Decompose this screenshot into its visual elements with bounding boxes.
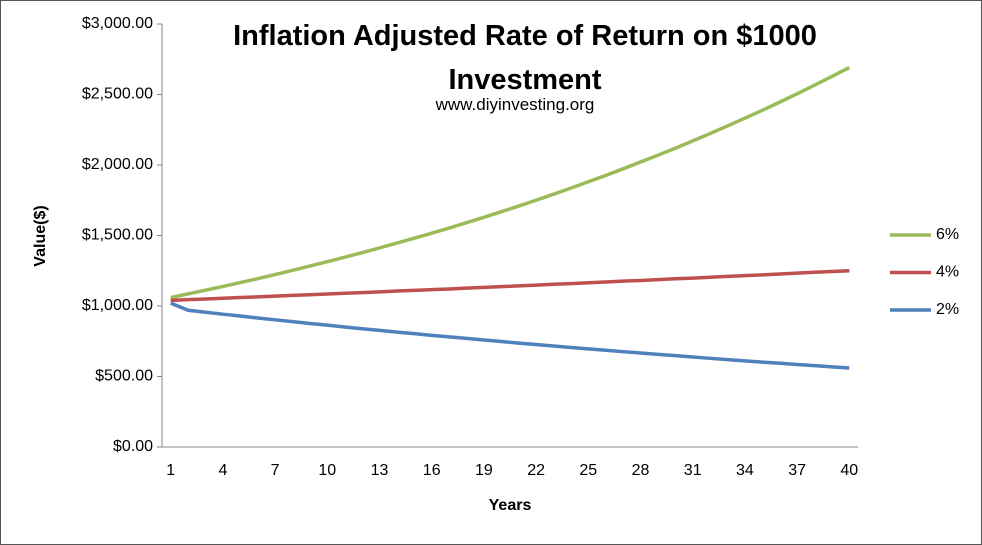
x-axis-label: Years (489, 497, 532, 514)
y-tick-label: $1,000.00 (82, 297, 153, 314)
x-tick-label: 4 (218, 462, 227, 479)
x-tick-label: 10 (318, 462, 336, 479)
legend-label: 4% (936, 264, 959, 281)
y-tick-label: $3,000.00 (82, 15, 153, 32)
y-tick-label: $500.00 (95, 368, 153, 385)
x-tick-label: 28 (632, 462, 650, 479)
chart-subtitle: www.diyinvesting.org (435, 95, 595, 114)
x-tick-label: 40 (840, 462, 858, 479)
y-tick-label: $0.00 (113, 438, 153, 455)
x-tick-label: 16 (423, 462, 441, 479)
x-tick-label: 31 (684, 462, 702, 479)
chart-title: Inflation Adjusted Rate of Return on $10… (233, 20, 817, 96)
y-tick-label: $2,500.00 (82, 86, 153, 103)
data-line (170, 66, 851, 300)
legend-label: 6% (936, 226, 959, 243)
x-tick-label: 34 (736, 462, 754, 479)
x-tick-label: 1 (166, 462, 175, 479)
y-tick-label: $2,000.00 (82, 156, 153, 173)
x-tick-label: 19 (475, 462, 493, 479)
x-tick-label: 22 (527, 462, 545, 479)
data-line (170, 269, 850, 303)
data-line (170, 301, 850, 370)
x-tick-label: 37 (788, 462, 806, 479)
x-tick-label: 13 (371, 462, 389, 479)
x-tick-label: 25 (579, 462, 597, 479)
y-tick-label: $1,500.00 (82, 227, 153, 244)
legend-label: 2% (936, 301, 959, 318)
x-tick-label: 7 (271, 462, 280, 479)
y-axis-label: Value($) (32, 205, 49, 266)
